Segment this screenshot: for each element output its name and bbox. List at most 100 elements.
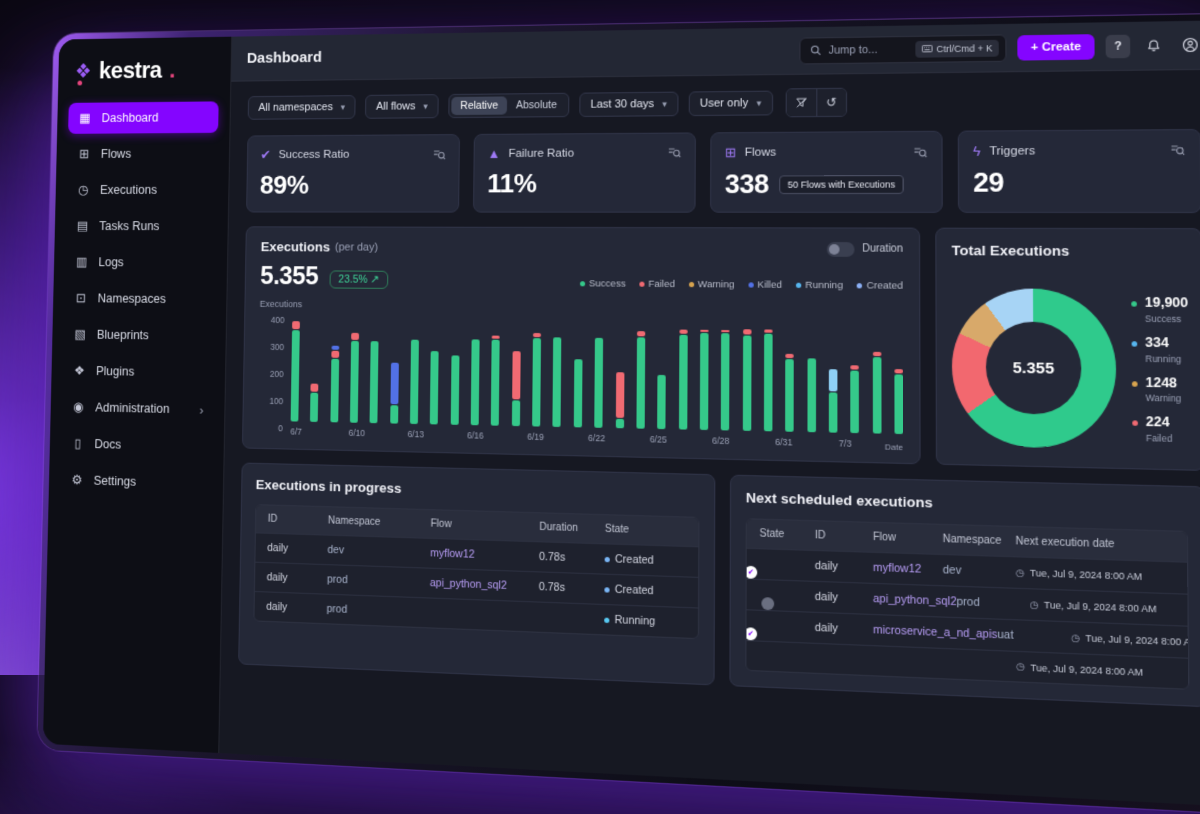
create-button[interactable]: + Create: [1018, 34, 1095, 60]
flow-link[interactable]: api_python_sql2: [430, 577, 539, 593]
bar-segment-failed: [533, 333, 541, 338]
sidebar-item-docs[interactable]: ▯ Docs: [61, 427, 213, 462]
bar-segment-success: [807, 358, 816, 432]
card-value-row: 11%: [487, 167, 681, 199]
y-axis-ticks: 400 300 200 100 0: [258, 315, 285, 434]
card-search-button[interactable]: [433, 148, 446, 161]
search-input[interactable]: [828, 43, 907, 57]
dashboard-content: All namespaces ▾ All flows ▾ Relative Abso…: [219, 70, 1200, 807]
cell-id: daily: [815, 590, 873, 605]
donut-center-value: 5.355: [1013, 359, 1055, 378]
bar-28: [872, 351, 881, 434]
kestra-logo-icon: ❖: [75, 62, 92, 82]
bar-segment-failed: [764, 329, 772, 333]
help-button[interactable]: ?: [1106, 34, 1131, 58]
legend-dot: [580, 281, 585, 286]
bar-segment-success: [350, 341, 359, 423]
donut-legend-item-warning: 1248 Warning: [1132, 375, 1189, 404]
sidebar-nav: ▦ Dashboard ⊞ Flows ◷ Executions ▤ Tasks Runs ▥ L…: [60, 101, 219, 499]
bar-29: [894, 368, 903, 435]
sidebar-item-dashboard[interactable]: ▦ Dashboard: [68, 101, 219, 133]
bar-26: [829, 368, 838, 433]
legend-item-killed[interactable]: Killed: [748, 279, 782, 291]
bar-segment-failed: [894, 369, 903, 374]
date-range-filter[interactable]: Last 30 days ▾: [579, 92, 678, 117]
executions-icon: ◷: [76, 182, 91, 198]
flow-link[interactable]: myflow12: [430, 547, 539, 563]
screen-bezel: ❖ kestra. ▦ Dashboard ⊞ Flows ◷ Executions ▤ Ta…: [37, 14, 1200, 814]
refresh-button[interactable]: ↺: [816, 89, 846, 116]
legend-item-failed[interactable]: Failed: [639, 279, 675, 291]
flow-filter[interactable]: All flows ▾: [365, 94, 439, 119]
account-button[interactable]: [1177, 33, 1200, 57]
legend-label: Running: [805, 280, 843, 292]
column-header: Namespace: [328, 515, 431, 529]
legend-label: Success: [589, 278, 626, 290]
sidebar-item-tasks-runs[interactable]: ▤ Tasks Runs: [66, 210, 217, 242]
legend-item-running[interactable]: Running: [796, 280, 843, 292]
x-tick: [368, 428, 388, 439]
legend-dot: [639, 282, 644, 287]
executions-total: 5.355: [260, 262, 318, 291]
legend-item-success[interactable]: Success: [580, 278, 626, 290]
legend-item-warning[interactable]: Warning: [688, 279, 734, 291]
card-search-button[interactable]: [668, 146, 681, 159]
bar-segment-failed: [721, 330, 729, 333]
bar-segment-success: [471, 339, 480, 425]
jump-to-search[interactable]: Ctrl/Cmd + K: [799, 34, 1007, 64]
sidebar-item-administration[interactable]: ◉ Administration ›: [61, 391, 213, 426]
sidebar-item-flows[interactable]: ⊞ Flows: [67, 138, 218, 170]
flow-link[interactable]: microservice_a_nd_apis: [873, 624, 997, 642]
card-search-button[interactable]: [1170, 143, 1185, 157]
executions-in-progress-panel: Executions in progress ID Namespace Flow Du…: [238, 463, 715, 686]
card-label: Success Ratio: [278, 149, 349, 161]
chevron-right-icon: ›: [199, 402, 203, 417]
legend-item-created[interactable]: Created: [857, 280, 903, 292]
bar-segment-success: [532, 339, 541, 427]
card-header: ϟ Triggers: [973, 142, 1185, 159]
bar-segment-success: [742, 335, 751, 431]
cell-namespace: dev: [943, 564, 1016, 579]
sidebar: ❖ kestra. ▦ Dashboard ⊞ Flows ◷ Executions ▤ Ta…: [43, 37, 232, 753]
bar-segment-failed: [786, 354, 794, 358]
sidebar-item-logs[interactable]: ▥ Logs: [65, 246, 216, 278]
x-tick: 6/28: [712, 435, 733, 446]
duration-toggle[interactable]: [827, 242, 855, 257]
bar-23: [764, 328, 773, 431]
cell-duration: 0.78s: [539, 551, 605, 566]
bar-18: [657, 374, 666, 429]
sidebar-item-settings[interactable]: ⚙ Settings: [60, 464, 212, 500]
notifications-button[interactable]: [1141, 34, 1166, 58]
page-title: Dashboard: [247, 49, 322, 67]
relative-option[interactable]: Relative: [451, 96, 507, 115]
x-tick: [629, 434, 650, 445]
toggle-cell: [759, 564, 814, 566]
bar-0: [291, 320, 300, 421]
card-search-button[interactable]: [913, 145, 927, 159]
clear-filter-button[interactable]: [786, 89, 816, 116]
scope-filter[interactable]: User only ▾: [688, 91, 772, 116]
sidebar-item-label: Dashboard: [101, 111, 158, 125]
absolute-option[interactable]: Absolute: [507, 96, 566, 115]
sidebar-item-executions[interactable]: ◷ Executions: [66, 174, 217, 206]
administration-icon: ◉: [71, 399, 86, 415]
state-label: Created: [615, 583, 654, 597]
bar-segment-success: [553, 337, 562, 427]
flow-link[interactable]: [430, 613, 539, 617]
x-tick: [310, 427, 330, 438]
sidebar-item-plugins[interactable]: ❖ Plugins: [62, 355, 214, 389]
namespace-filter[interactable]: All namespaces ▾: [248, 95, 356, 120]
sidebar-item-namespaces[interactable]: ⊡ Namespaces: [64, 282, 215, 315]
legend-dot: [688, 282, 693, 287]
flow-link[interactable]: [873, 661, 943, 664]
column-header: Next execution date: [1015, 536, 1173, 553]
kestra-logo-text: kestra: [99, 57, 162, 85]
bar-segment-success: [574, 359, 583, 428]
x-tick: 6/19: [527, 431, 547, 442]
stat-card-success-ratio: ✔ Success Ratio 89%: [246, 134, 460, 213]
kestra-logo[interactable]: ❖ kestra.: [69, 54, 220, 102]
flow-link[interactable]: api_python_sql2: [873, 592, 957, 608]
flow-link[interactable]: myflow12: [873, 561, 943, 576]
executions-bar-chart: Executions 400 300 200 100 0 6/7 6/10 6/13 6/16…: [258, 303, 904, 450]
sidebar-item-blueprints[interactable]: ▧ Blueprints: [63, 319, 214, 352]
